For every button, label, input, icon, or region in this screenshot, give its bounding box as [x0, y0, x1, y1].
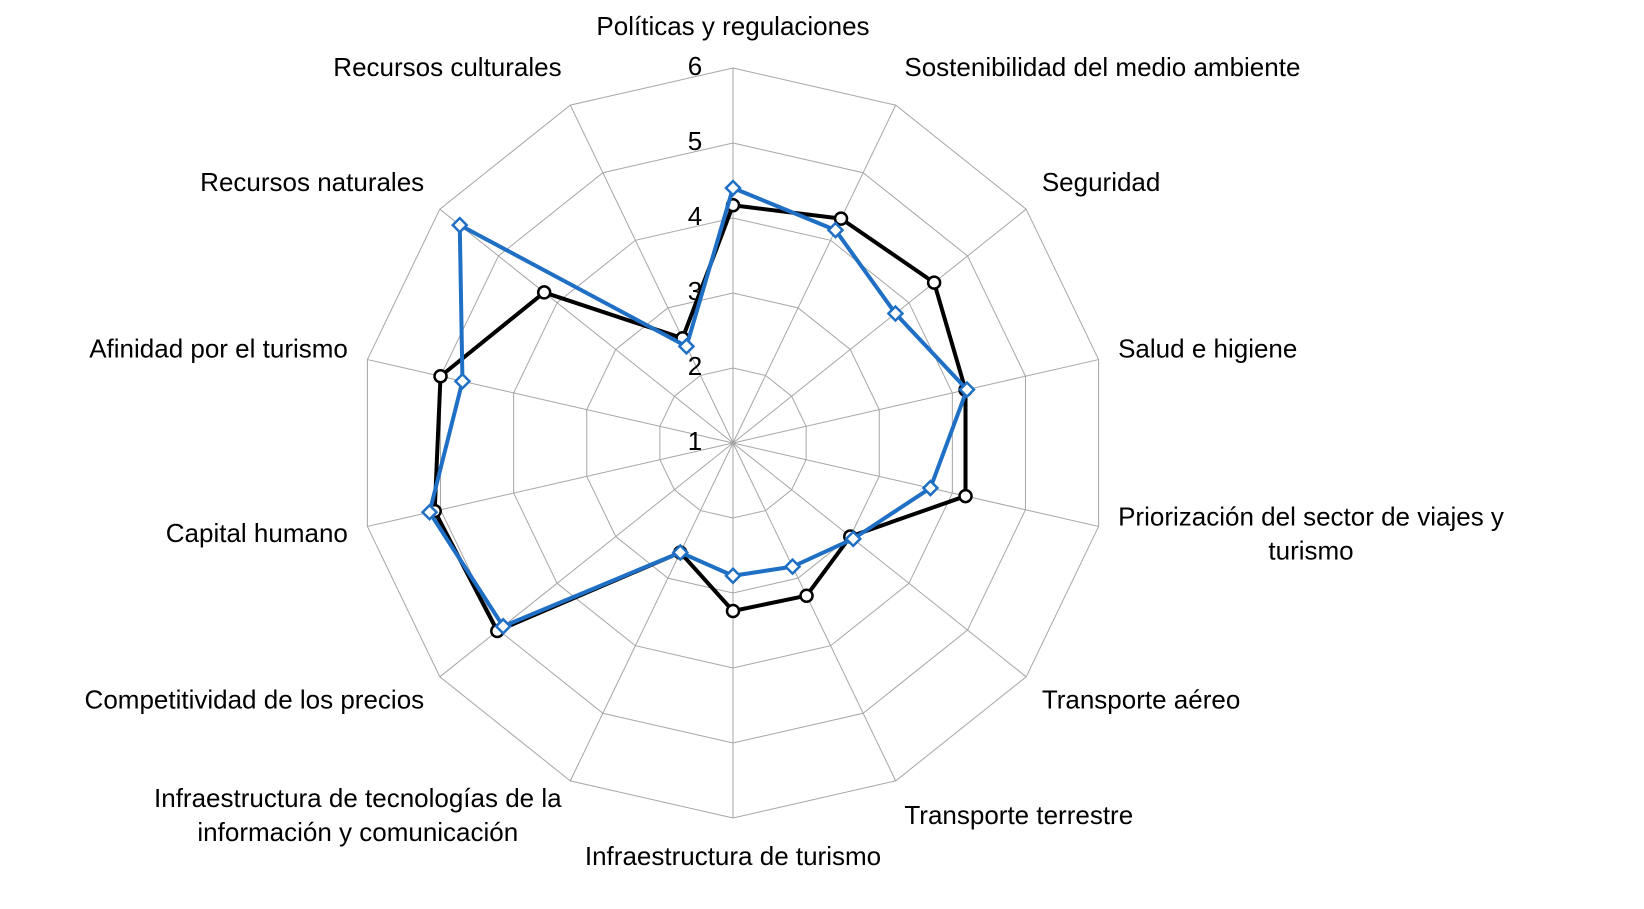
category-label: Transporte aéreo	[1042, 685, 1240, 715]
marker	[677, 337, 696, 356]
marker	[671, 543, 690, 562]
marker	[926, 275, 942, 290]
category-label: Afinidad por el turismo	[89, 334, 348, 364]
spoke	[732, 442, 1099, 527]
r-tick-label: 5	[688, 126, 702, 156]
r-tick-label: 4	[688, 201, 702, 231]
spoke	[367, 442, 734, 527]
marker	[725, 603, 741, 619]
category-label: Competitividad de los precios	[85, 685, 425, 715]
marker	[833, 211, 849, 226]
spoke	[439, 208, 734, 444]
marker	[844, 530, 862, 548]
r-tick-label: 1	[688, 426, 702, 456]
marker	[494, 617, 512, 636]
spoke	[732, 104, 897, 444]
category-label: Salud e higiene	[1118, 334, 1297, 364]
marker	[886, 304, 905, 323]
series-line	[427, 186, 969, 629]
r-tick-label: 2	[688, 351, 702, 381]
category-label: Recursos culturales	[333, 52, 561, 82]
category-label: Sostenibilidad del medio ambiente	[904, 52, 1300, 82]
category-label: Capital humano	[166, 518, 348, 548]
category-label: Políticas y regulaciones	[596, 11, 869, 41]
spoke	[732, 442, 1027, 678]
category-label: Priorización del sector de viajes y turis…	[1118, 501, 1504, 565]
spoke	[732, 359, 1099, 444]
spoke	[732, 442, 897, 782]
marker	[420, 503, 439, 522]
category-label: Transporte terrestre	[904, 800, 1133, 830]
marker	[450, 216, 469, 234]
marker	[433, 368, 448, 384]
marker	[783, 557, 802, 576]
marker	[724, 566, 742, 585]
marker	[724, 179, 742, 197]
marker	[921, 479, 940, 497]
spoke	[367, 359, 734, 444]
category-label: Infraestructura de tecnologías de la info…	[154, 783, 562, 847]
spoke	[439, 442, 734, 678]
category-label: Infraestructura de turismo	[585, 841, 881, 871]
category-label: Recursos naturales	[200, 167, 424, 197]
marker	[958, 380, 976, 399]
marker	[826, 221, 845, 239]
marker	[536, 285, 552, 300]
category-label: Seguridad	[1042, 167, 1161, 197]
marker	[799, 588, 814, 603]
marker	[958, 488, 973, 504]
spoke	[732, 208, 1027, 444]
r-tick-label: 6	[688, 51, 702, 81]
spoke	[569, 442, 734, 782]
marker	[453, 372, 472, 391]
spoke	[569, 104, 734, 444]
